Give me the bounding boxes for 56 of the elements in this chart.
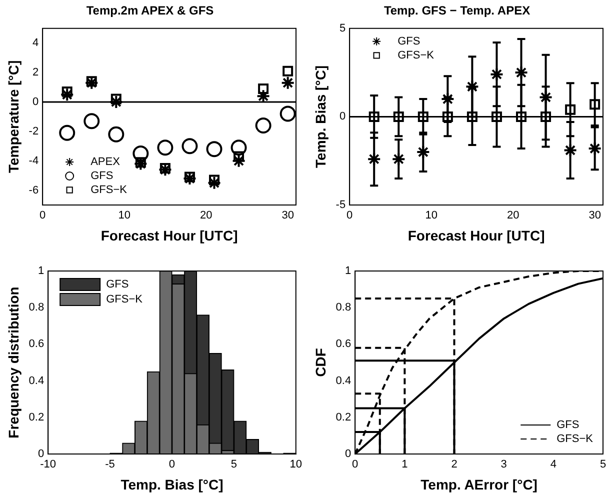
legend-label: GFS [556,419,580,432]
y-tick-label: 0 [339,110,346,123]
y-tick-label: 0.4 [28,374,44,387]
y-tick-label: 0 [32,96,39,108]
y-tick-label: 0.6 [336,338,352,350]
legend-label: GFS−K [90,184,128,196]
x-axis-title: Forecast Hour [UTC] [408,227,545,244]
y-axis-title: Temperature [°C] [5,60,22,174]
y-tick-label: 0 [38,448,44,460]
y-tick-label: 2 [32,66,39,79]
y-tick-label: 5 [339,22,346,34]
x-tick-label: 10 [425,210,438,222]
x-tick-label: 4 [550,458,556,471]
x-tick-label: 20 [506,210,520,222]
x-tick-label: 3 [500,458,507,471]
y-axis-title: CDF [312,348,328,377]
y-axis-title: Temp. Bias [°C] [312,65,328,168]
y-tick-label: 0.2 [336,411,352,424]
y-tick-label: -6 [28,184,39,196]
y-tick-label: -5 [336,199,346,212]
x-tick-label: -5 [105,458,115,471]
legend-label: GFS−K [556,433,594,446]
x-axis-title: Temp. Bias [°C] [120,476,224,492]
x-axis-title: Forecast Hour [UTC] [100,227,238,244]
legend-label: APEX [90,156,121,168]
chart-title: Temp.2m APEX & GFS [86,4,214,18]
y-tick-label: 1 [344,265,352,278]
x-axis-title: Temp. AError [°C] [420,476,538,492]
legend-label: GFS [398,35,420,48]
x-tick-label: 10 [118,210,130,222]
x-tick-label: -10 [40,458,56,471]
y-tick-label: 0.2 [28,411,44,424]
y-tick-label: 4 [32,37,39,50]
legend-label: GFS−K [106,294,144,306]
x-tick-label: 5 [600,458,606,471]
chart-title: Temp. GFS − Temp. APEX [384,4,530,18]
y-tick-label: 1 [38,265,44,278]
legend-label: GFS [106,278,129,291]
y-tick-label: -4 [28,154,39,167]
x-tick-label: 2 [451,458,458,471]
x-tick-label: 5 [230,458,237,471]
x-tick-label: 1 [402,458,408,471]
y-tick-label: 0 [344,448,352,460]
x-tick-label: 10 [290,458,302,471]
y-tick-label: 0.4 [336,374,352,387]
y-tick-label: 0.8 [28,302,44,314]
x-tick-label: 0 [168,458,176,471]
y-tick-label: -2 [28,125,39,138]
y-axis-title: Frequency distribution [5,286,22,438]
y-tick-label: 0.8 [336,302,352,314]
x-tick-label: 20 [200,210,212,222]
legend-label: GFS−K [398,49,435,62]
x-tick-label: 30 [282,210,294,222]
legend-label: GFS [90,170,114,182]
x-tick-label: 30 [588,210,601,222]
y-tick-label: 0.6 [28,338,44,350]
